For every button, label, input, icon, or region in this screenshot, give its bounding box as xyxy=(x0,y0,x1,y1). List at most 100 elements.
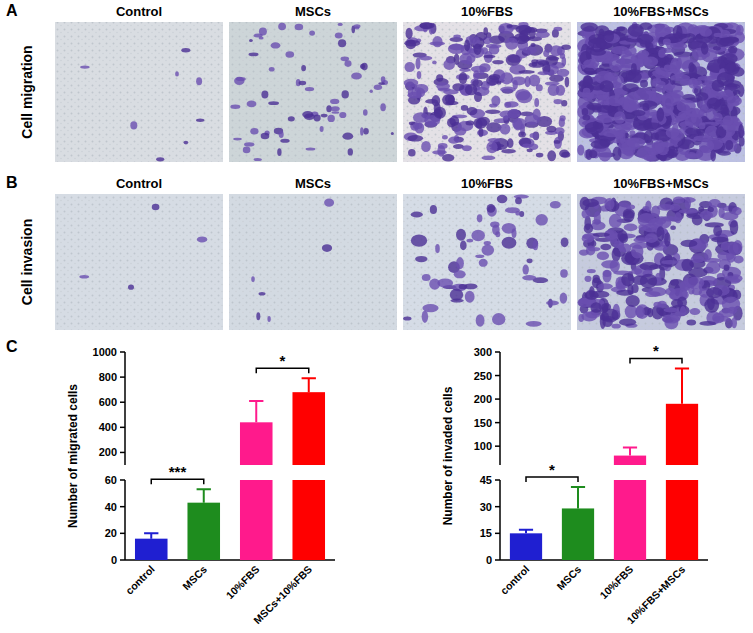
stained-cell xyxy=(661,260,678,265)
stained-cell xyxy=(505,101,519,107)
image-texture xyxy=(577,22,745,162)
stained-cell xyxy=(583,67,594,74)
stained-cell xyxy=(80,65,90,68)
stained-cell xyxy=(673,25,683,39)
stained-cell xyxy=(730,220,738,235)
y-tick xyxy=(495,559,500,561)
stained-cell xyxy=(508,109,522,118)
stained-cell xyxy=(582,210,591,219)
stained-cell xyxy=(700,28,713,37)
stained-cell xyxy=(626,138,645,148)
stained-cell xyxy=(546,126,556,133)
stained-cell xyxy=(693,136,712,142)
image-title: MSCs xyxy=(295,4,331,19)
x-tick-label: MSCs xyxy=(554,563,583,592)
stained-cell xyxy=(519,138,534,148)
y-tick-label: 100 xyxy=(474,440,492,452)
image-title: 10%FBS+MSCs xyxy=(613,4,709,19)
error-bar xyxy=(675,368,689,403)
stained-cell xyxy=(360,127,363,135)
stained-cell xyxy=(565,76,570,87)
stained-cell xyxy=(724,276,738,281)
error-bar xyxy=(197,489,211,502)
stained-cell xyxy=(687,320,697,326)
stained-cell xyxy=(594,211,601,225)
stained-cell xyxy=(626,295,640,307)
stained-cell xyxy=(666,128,680,138)
stained-cell xyxy=(526,321,542,327)
stained-cell xyxy=(554,137,562,149)
stained-cell xyxy=(413,123,423,129)
y-tick-label: 150 xyxy=(474,417,492,429)
y-tick-label: 200 xyxy=(474,393,492,405)
stained-cell xyxy=(342,90,349,98)
image-texture xyxy=(55,194,223,330)
stained-cell xyxy=(419,56,432,61)
stained-cell xyxy=(648,287,666,296)
stained-cell xyxy=(259,28,267,36)
stained-cell xyxy=(718,207,724,218)
bar xyxy=(240,422,273,560)
stained-cell xyxy=(629,130,635,135)
stained-cell xyxy=(332,111,340,113)
stained-cell xyxy=(527,148,533,152)
stained-cell xyxy=(548,56,560,60)
y-tick xyxy=(495,422,500,424)
stained-cell xyxy=(624,99,630,110)
y-tick-label: 20 xyxy=(105,527,117,539)
y-axis-upper xyxy=(499,352,501,465)
stained-cell xyxy=(606,95,626,106)
stained-cell xyxy=(370,90,373,93)
stained-cell xyxy=(682,60,700,73)
stained-cell xyxy=(590,48,607,55)
stained-cell xyxy=(243,147,251,154)
y-tick-label: 0 xyxy=(111,554,117,566)
stained-cell xyxy=(278,23,286,31)
stained-cell xyxy=(268,101,279,105)
stained-cell xyxy=(591,140,610,149)
image-texture xyxy=(229,22,397,162)
stained-cell xyxy=(670,226,676,230)
stained-cell xyxy=(583,59,599,68)
stained-cell xyxy=(583,75,593,88)
stained-cell xyxy=(685,198,691,210)
image-title: Control xyxy=(116,4,162,19)
stained-cell xyxy=(156,157,164,161)
stained-cell xyxy=(640,274,657,289)
stained-cell xyxy=(527,258,533,263)
stained-cell xyxy=(636,306,645,318)
stained-cell xyxy=(603,270,612,277)
stained-cell xyxy=(443,59,455,70)
stained-cell xyxy=(706,287,722,298)
stained-cell xyxy=(503,116,508,121)
y-tick xyxy=(120,427,125,429)
stained-cell xyxy=(345,60,352,67)
stained-cell xyxy=(432,150,447,154)
micrograph xyxy=(403,22,571,162)
stained-cell xyxy=(582,199,599,207)
stained-cell xyxy=(626,204,635,209)
stained-cell xyxy=(508,109,520,118)
stained-cell xyxy=(454,270,466,278)
stained-cell xyxy=(681,240,698,247)
stained-cell xyxy=(705,222,724,227)
stained-cell xyxy=(128,285,134,290)
stained-cell xyxy=(645,201,651,212)
stained-cell xyxy=(548,84,560,96)
stained-cell xyxy=(478,128,483,137)
stained-cell xyxy=(668,149,679,156)
stained-cell xyxy=(631,110,645,116)
stained-cell xyxy=(442,94,455,106)
stained-cell xyxy=(518,70,534,74)
stained-cell xyxy=(728,46,737,54)
stained-cell xyxy=(259,36,264,39)
stained-cell xyxy=(483,55,495,59)
panel-label: A xyxy=(6,2,18,19)
stained-cell xyxy=(471,66,487,73)
stained-cell xyxy=(543,50,549,57)
stained-cell xyxy=(700,211,713,220)
stained-cell xyxy=(631,268,642,274)
stained-cell xyxy=(616,290,634,296)
stained-cell xyxy=(685,127,701,135)
stained-cell xyxy=(724,265,730,272)
